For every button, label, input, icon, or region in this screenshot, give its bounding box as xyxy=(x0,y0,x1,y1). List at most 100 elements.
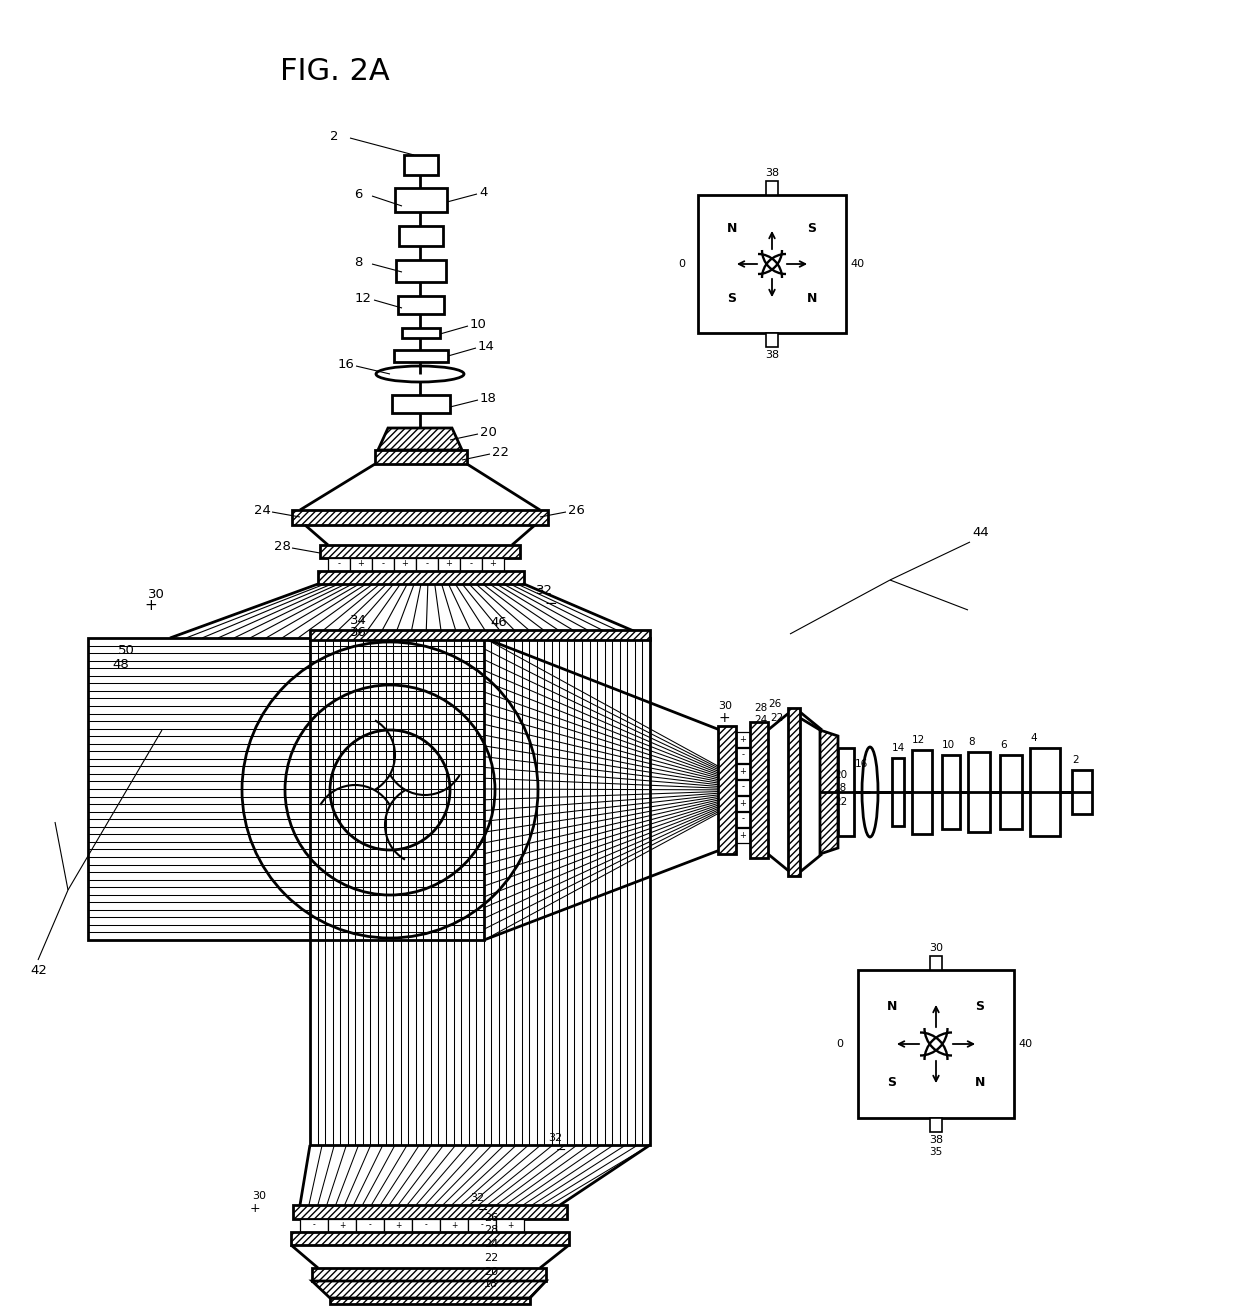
Bar xyxy=(291,510,548,525)
Text: 28: 28 xyxy=(274,540,291,553)
Text: 32: 32 xyxy=(536,583,553,596)
Text: +: + xyxy=(445,559,453,569)
Bar xyxy=(858,969,1014,1117)
Bar xyxy=(999,755,1022,829)
Text: S: S xyxy=(807,223,816,236)
Text: +: + xyxy=(490,559,496,569)
Bar xyxy=(312,1268,546,1281)
Bar xyxy=(737,828,750,844)
Bar xyxy=(415,558,438,571)
Bar xyxy=(396,189,446,212)
Text: FIG. 2A: FIG. 2A xyxy=(280,58,389,86)
Bar xyxy=(291,1231,569,1244)
Text: 38: 38 xyxy=(765,168,779,178)
Text: 22: 22 xyxy=(484,1252,498,1263)
Bar xyxy=(838,748,854,836)
Bar xyxy=(394,558,415,571)
Text: 8: 8 xyxy=(968,738,975,747)
Bar xyxy=(384,1220,412,1231)
Text: 14: 14 xyxy=(892,743,905,753)
Text: +: + xyxy=(507,1221,513,1230)
Bar xyxy=(329,558,350,571)
Bar xyxy=(1030,748,1060,836)
Text: 38: 38 xyxy=(929,1134,944,1145)
Bar xyxy=(1073,770,1092,814)
Text: −: − xyxy=(556,1144,567,1157)
Bar xyxy=(392,396,450,413)
Text: 10: 10 xyxy=(942,740,955,751)
Text: 40: 40 xyxy=(1018,1039,1032,1049)
Text: 0: 0 xyxy=(836,1039,843,1049)
Bar xyxy=(737,796,750,811)
Bar xyxy=(737,779,750,795)
Text: 24: 24 xyxy=(754,715,768,724)
Text: -: - xyxy=(312,1221,315,1230)
Bar xyxy=(372,558,394,571)
Text: 6: 6 xyxy=(353,187,362,200)
Text: 22: 22 xyxy=(770,713,784,723)
Bar xyxy=(787,707,800,876)
Bar xyxy=(330,1298,529,1303)
Bar xyxy=(892,758,904,827)
Text: +: + xyxy=(739,735,746,744)
Text: 0: 0 xyxy=(678,259,684,269)
Text: S: S xyxy=(976,1000,985,1013)
Text: 34: 34 xyxy=(350,613,367,626)
Text: −: − xyxy=(477,1204,489,1217)
Bar xyxy=(750,722,768,858)
Text: +: + xyxy=(718,711,729,724)
Bar xyxy=(737,748,750,762)
Text: 22: 22 xyxy=(835,796,847,807)
Text: -: - xyxy=(742,751,744,760)
Text: 38: 38 xyxy=(765,350,779,360)
Bar xyxy=(402,328,440,338)
Text: 14: 14 xyxy=(477,339,495,352)
Text: 35: 35 xyxy=(929,1148,942,1157)
Text: 18: 18 xyxy=(835,783,847,793)
Text: 4: 4 xyxy=(1030,734,1037,743)
Text: 18: 18 xyxy=(484,1279,498,1289)
Text: 28: 28 xyxy=(484,1225,498,1235)
Bar xyxy=(911,751,932,834)
Bar xyxy=(329,1220,356,1231)
Polygon shape xyxy=(378,428,463,451)
Bar xyxy=(737,732,750,747)
Text: 32: 32 xyxy=(548,1133,562,1144)
Text: 22: 22 xyxy=(492,445,508,458)
Bar xyxy=(698,195,846,333)
Bar xyxy=(440,1220,467,1231)
Text: 26: 26 xyxy=(768,700,781,709)
Text: 32: 32 xyxy=(470,1193,484,1203)
Text: −: − xyxy=(544,596,557,610)
Bar xyxy=(968,752,990,832)
Text: 30: 30 xyxy=(718,701,732,711)
Text: 16: 16 xyxy=(856,758,868,769)
Text: 10: 10 xyxy=(470,317,487,330)
Text: +: + xyxy=(739,766,746,776)
Text: 18: 18 xyxy=(480,392,497,405)
Text: 24: 24 xyxy=(484,1239,498,1248)
Text: -: - xyxy=(424,1221,428,1230)
Text: 48: 48 xyxy=(112,658,129,671)
Text: +: + xyxy=(250,1201,260,1214)
Bar xyxy=(460,558,482,571)
Text: N: N xyxy=(727,223,738,236)
Text: +: + xyxy=(739,831,746,840)
Text: 42: 42 xyxy=(30,963,47,976)
Bar xyxy=(412,1220,440,1231)
Bar xyxy=(293,1205,567,1220)
Polygon shape xyxy=(312,1281,546,1298)
Text: 46: 46 xyxy=(490,616,507,629)
Bar xyxy=(396,259,446,282)
Bar xyxy=(766,181,777,195)
Text: +: + xyxy=(739,799,746,807)
Text: -: - xyxy=(470,559,472,569)
Text: 44: 44 xyxy=(972,525,988,538)
Polygon shape xyxy=(820,730,838,854)
Bar xyxy=(718,726,737,854)
Bar xyxy=(404,155,438,176)
Bar xyxy=(317,571,525,584)
Text: -: - xyxy=(337,559,341,569)
Text: 20: 20 xyxy=(480,426,497,439)
Text: -: - xyxy=(382,559,384,569)
